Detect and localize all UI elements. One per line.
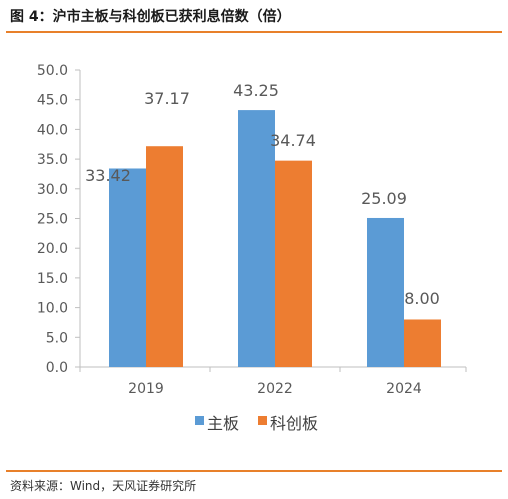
y-tick-label: 5.0 — [46, 330, 68, 346]
source-note: 资料来源：Wind，天风证券研究所 — [10, 479, 197, 493]
bar-main-board — [367, 217, 404, 367]
legend-label: 科创板 — [270, 414, 318, 433]
bar-main-board — [238, 110, 275, 367]
y-tick-label: 0.0 — [46, 360, 68, 376]
chart-legend: 主板 科创板 — [195, 414, 318, 433]
y-tick-label: 45.0 — [37, 93, 68, 109]
data-label: 37.17 — [144, 89, 190, 108]
y-tick-label: 20.0 — [37, 241, 68, 257]
bar-star-market — [404, 319, 441, 367]
data-label: 34.74 — [270, 131, 316, 150]
data-label: 25.09 — [361, 189, 407, 208]
title-divider — [6, 31, 502, 33]
legend-swatch — [258, 416, 267, 425]
legend-label: 主板 — [207, 414, 239, 433]
data-label: 43.25 — [233, 81, 279, 100]
y-tick-label: 25.0 — [37, 212, 68, 228]
legend-swatch — [195, 416, 204, 425]
x-tick-label: 2024 — [386, 381, 422, 397]
y-tick-label: 35.0 — [37, 152, 68, 168]
y-tick-label: 40.0 — [37, 122, 68, 138]
bar-main-board — [109, 168, 146, 367]
x-tick-label: 2019 — [128, 381, 164, 397]
figure-title: 图 4：沪市主板与科创板已获利息倍数（倍） — [10, 9, 291, 25]
data-label: 33.42 — [85, 166, 131, 185]
y-tick-label: 10.0 — [37, 301, 68, 317]
bar-star-market — [275, 160, 312, 367]
data-label: 8.00 — [404, 289, 440, 308]
y-tick-label: 30.0 — [37, 182, 68, 198]
chart-data-labels: 33.42 43.25 25.09 37.17 34.74 8.00 — [85, 81, 440, 308]
x-tick-label: 2022 — [257, 381, 293, 397]
chart-axes: 0.0 5.0 10.0 15.0 20.0 25.0 30.0 35.0 40.0 45.0 50… — [37, 63, 467, 397]
source-divider — [6, 470, 502, 472]
chart-bars — [109, 110, 441, 367]
bar-star-market — [146, 146, 183, 367]
y-tick-label: 15.0 — [37, 271, 68, 287]
bar-chart: 0.0 5.0 10.0 15.0 20.0 25.0 30.0 35.0 40.0 45.0 50… — [37, 63, 467, 433]
y-tick-label: 50.0 — [37, 63, 68, 79]
